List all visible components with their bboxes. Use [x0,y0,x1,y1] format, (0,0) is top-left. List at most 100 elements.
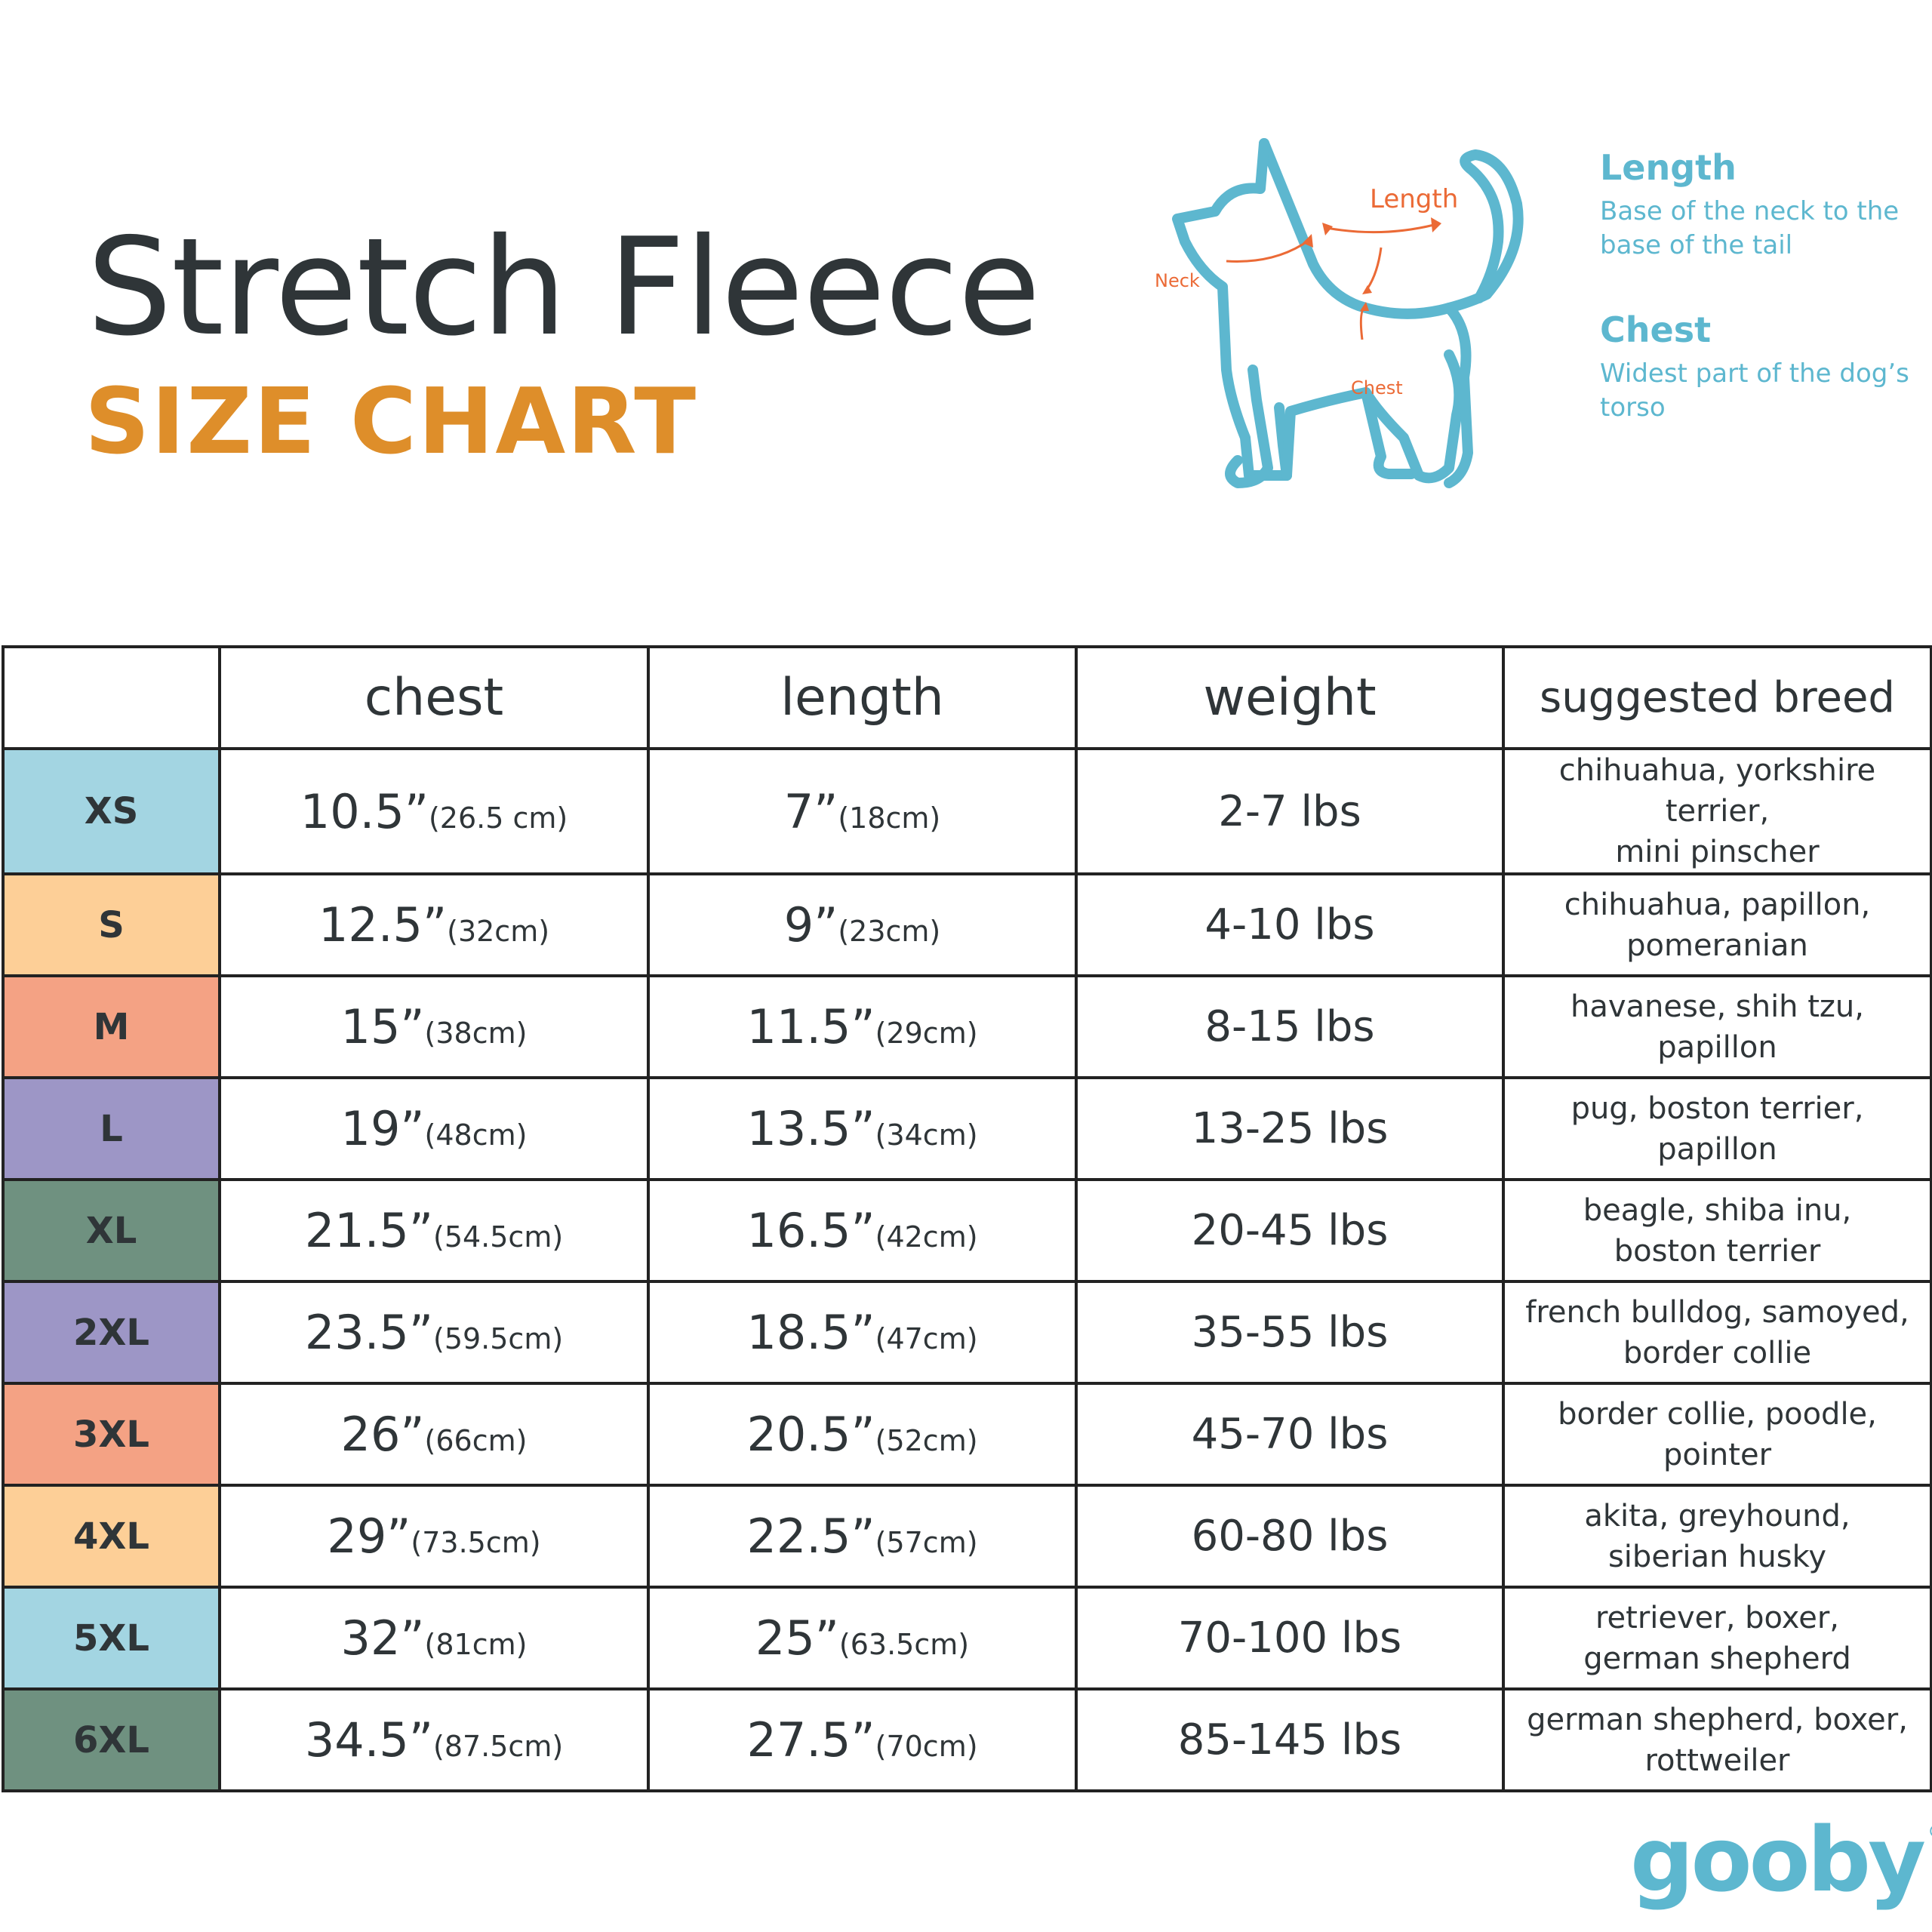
length-inches: 27.5” [746,1712,875,1767]
length-cm: (34cm) [875,1118,978,1152]
legend-chest-title: Chest [1600,309,1712,351]
breed-cell: french bulldog, samoyed, border collie [1502,1280,1932,1385]
length-cm: (70cm) [875,1730,978,1763]
breed-line-1: akita, greyhound, [1584,1498,1850,1534]
length-inches: 7” [783,783,838,839]
table-row: XL 21.5”(54.5cm) 16.5”(42cm) 20-45 lbs beagl… [2,1178,1932,1283]
chest-cell: 34.5”(87.5cm) [218,1687,650,1792]
chest-cell: 32”(81cm) [218,1586,650,1690]
table-row: XS 10.5”(26.5 cm) 7”(18cm) 2-7 lbs chihuahua… [2,747,1932,875]
page-title: Stretch Fleece [87,209,1041,365]
chest-inches: 34.5” [304,1712,433,1767]
chest-cell: 29”(73.5cm) [218,1484,650,1589]
breed-line-1: french bulldog, samoyed, [1525,1294,1909,1330]
length-cm: (47cm) [875,1322,978,1355]
breed-line-2: mini pinscher [1615,835,1820,869]
weight-cell: 85-145 lbs [1075,1687,1505,1792]
chest-cm: (81cm) [424,1628,528,1661]
size-label: 6XL [2,1687,221,1792]
chest-cm: (48cm) [424,1118,528,1152]
chest-inches: 21.5” [304,1203,433,1258]
breed-cell: pug, boston terrier, papillon [1502,1076,1932,1181]
chest-cm: (26.5 cm) [428,801,568,835]
diagram-label-length: Length [1370,184,1458,214]
chest-inches: 15” [340,999,425,1054]
length-cell: 20.5”(52cm) [647,1382,1078,1487]
chest-cell: 12.5”(32cm) [218,872,650,977]
size-table: chest length weight suggested breed XS 10… [2,645,1932,1792]
length-cm: (42cm) [875,1220,978,1254]
length-cell: 27.5”(70cm) [647,1687,1078,1792]
breed-cell: akita, greyhound, siberian husky [1502,1484,1932,1589]
length-inches: 22.5” [746,1509,875,1564]
breed-line-2: german shepherd [1583,1641,1851,1676]
breed-cell: chihuahua, yorkshire terrier, mini pinsch… [1502,747,1932,875]
size-label: XS [2,747,221,875]
table-row: L 19”(48cm) 13.5”(34cm) 13-25 lbs pug, bosto… [2,1076,1932,1181]
breed-line-2: papillon [1657,1131,1777,1167]
breed-cell: chihuahua, papillon, pomeranian [1502,872,1932,977]
breed-line-2: papillon [1657,1029,1777,1065]
table-header-row: chest length weight suggested breed [2,645,1932,750]
breed-line-1: chihuahua, papillon, [1564,887,1871,922]
length-cm: (18cm) [838,801,941,835]
breed-cell: border collie, poodle, pointer [1502,1382,1932,1487]
diagram-label-chest: Chest [1351,377,1403,398]
chest-cell: 10.5”(26.5 cm) [218,747,650,875]
breed-line-2: siberian husky [1607,1539,1827,1574]
breed-line-1: chihuahua, yorkshire terrier, [1558,753,1876,829]
size-label: XL [2,1178,221,1283]
diagram-label-neck: Neck [1155,270,1200,291]
chest-cm: (66cm) [424,1424,528,1457]
length-inches: 16.5” [746,1203,875,1258]
chest-inches: 32” [340,1611,425,1666]
header-weight: weight [1075,645,1505,750]
breed-line-2: pointer [1663,1437,1772,1472]
weight-cell: 4-10 lbs [1075,872,1505,977]
gooby-logo: gooby® [1630,1807,1932,1912]
size-label: M [2,974,221,1079]
length-cm: (23cm) [838,915,941,948]
page-subtitle: SIZE CHART [85,370,698,475]
weight-cell: 35-55 lbs [1075,1280,1505,1385]
table-row: S 12.5”(32cm) 9”(23cm) 4-10 lbs chihuahua, p… [2,872,1932,977]
length-inches: 18.5” [746,1305,875,1360]
chest-inches: 23.5” [304,1305,433,1360]
breed-line-2: boston terrier [1614,1233,1821,1269]
dog-measurement-diagram: Neck Length Chest [1132,113,1555,491]
weight-cell: 13-25 lbs [1075,1076,1505,1181]
chest-inches: 12.5” [318,897,448,952]
header-chest: chest [218,645,650,750]
length-cell: 18.5”(47cm) [647,1280,1078,1385]
header-size [2,645,221,750]
chest-cm: (38cm) [424,1017,528,1050]
size-label: S [2,872,221,977]
breed-line-1: beagle, shiba inu, [1583,1192,1852,1228]
length-inches: 20.5” [746,1407,875,1462]
table-row: 3XL 26”(66cm) 20.5”(52cm) 45-70 lbs border c… [2,1382,1932,1487]
dog-outline-icon: Neck Length Chest [1155,138,1524,488]
breed-cell: german shepherd, boxer, rottweiler [1502,1687,1932,1792]
chest-cell: 23.5”(59.5cm) [218,1280,650,1385]
size-label: 4XL [2,1484,221,1589]
table-row: 5XL 32”(81cm) 25”(63.5cm) 70-100 lbs retriev… [2,1586,1932,1690]
chest-cm: (59.5cm) [433,1322,564,1355]
length-cell: 11.5”(29cm) [647,974,1078,1079]
breed-line-1: havanese, shih tzu, [1570,989,1864,1024]
chest-inches: 26” [340,1407,425,1462]
size-label: 2XL [2,1280,221,1385]
weight-cell: 2-7 lbs [1075,747,1505,875]
table-row: 6XL 34.5”(87.5cm) 27.5”(70cm) 85-145 lbs ger… [2,1687,1932,1792]
length-cell: 7”(18cm) [647,747,1078,875]
size-label: L [2,1076,221,1181]
chest-inches: 19” [340,1101,425,1156]
chest-cell: 15”(38cm) [218,974,650,1079]
length-cell: 16.5”(42cm) [647,1178,1078,1283]
breed-line-1: border collie, poodle, [1558,1396,1877,1432]
chest-cm: (32cm) [447,915,550,948]
registered-mark: ® [1927,1821,1932,1842]
weight-cell: 70-100 lbs [1075,1586,1505,1690]
size-label: 3XL [2,1382,221,1487]
weight-cell: 60-80 lbs [1075,1484,1505,1589]
chest-inches: 29” [327,1509,411,1564]
